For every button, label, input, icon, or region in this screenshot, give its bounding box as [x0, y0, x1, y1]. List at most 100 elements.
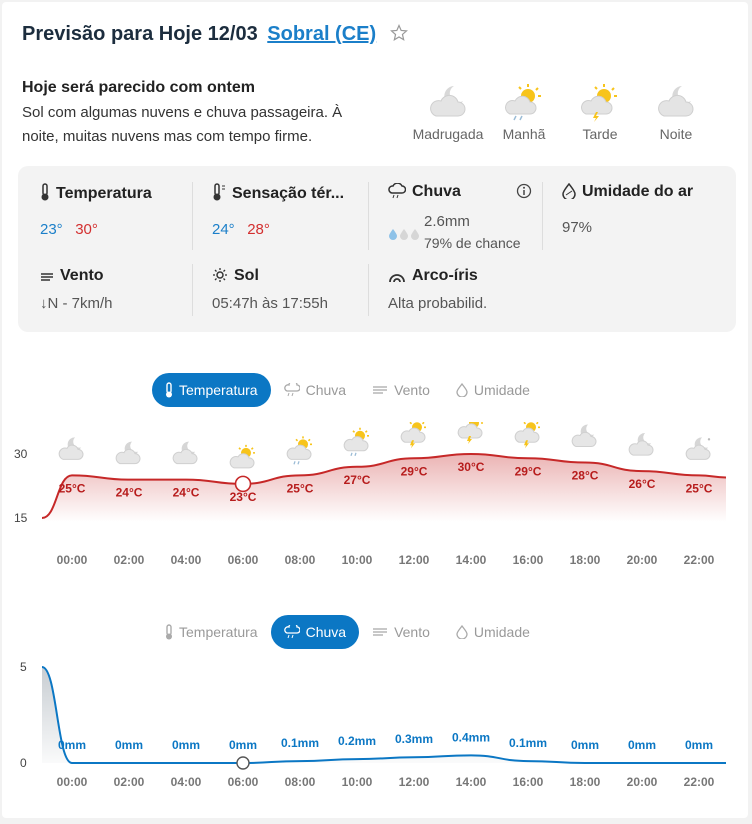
sun-icon [213, 268, 227, 282]
detail-label: Temperatura [56, 185, 152, 202]
rain-chart[interactable]: 5 0 0mm 00:00 0mm 02:00 0mm 04:00 0mm 06:00 0.1mm 0… [2, 652, 748, 802]
rain-amount: 2.6mm [424, 213, 470, 230]
temperature-label: 29°C [515, 464, 542, 478]
x-tick-label: 00:00 [57, 553, 88, 567]
sun-value: 05:47h às 17:55h [212, 295, 328, 312]
temperature-label: 25°C [287, 481, 314, 495]
info-icon[interactable] [516, 183, 532, 204]
tab-temperature[interactable]: Temperatura [152, 373, 271, 407]
thermometer-icon [41, 183, 49, 201]
detail-label: Arco-íris [412, 267, 478, 284]
x-tick-label: 14:00 [456, 553, 487, 567]
period-label: Tarde [582, 126, 618, 142]
feels-max: 28° [247, 221, 270, 238]
x-tick-label: 18:00 [570, 553, 601, 567]
x-tick-label: 10:00 [342, 553, 373, 567]
temperature-chart[interactable]: 30 15 25°C 00:00 24°C 02:00 24°C 04:00 23°C 06:00… [2, 422, 748, 582]
period-label: Manhã [502, 126, 546, 142]
y-tick-label: 5 [20, 660, 27, 674]
detail-label: Vento [60, 267, 104, 284]
moon-cloud-icon [571, 424, 597, 448]
x-tick-label: 20:00 [627, 553, 658, 567]
moon-cloud-icon [430, 86, 466, 117]
moon-cloud-icon [58, 437, 84, 460]
temperature-label: 30°C [458, 460, 485, 474]
detail-label: Chuva [412, 183, 461, 200]
x-tick-label: 16:00 [513, 553, 544, 567]
rain-label: 0.2mm [338, 734, 376, 748]
tab-label: Umidade [473, 624, 530, 640]
rain-point [236, 756, 250, 770]
x-tick-label: 12:00 [399, 775, 430, 789]
rain-area [42, 667, 726, 763]
humidity-icon [562, 182, 576, 201]
x-tick-label: 20:00 [627, 775, 658, 789]
tab-wind[interactable]: Vento [359, 373, 443, 407]
detail-humidity: Umidade do ar 97% [562, 182, 693, 236]
humidity-icon [456, 625, 468, 639]
tab-humidity[interactable]: Umidade [443, 373, 543, 407]
tab-label: Chuva [305, 624, 347, 640]
x-tick-label: 06:00 [228, 553, 259, 567]
rain-label: 0.1mm [281, 736, 319, 750]
sun-cloud-rain-icon [505, 84, 541, 121]
tab-temperature[interactable]: Temperatura [152, 615, 271, 649]
tab-label: Chuva [305, 382, 347, 398]
tab-wind[interactable]: Vento [359, 615, 443, 649]
x-tick-label: 06:00 [228, 775, 259, 789]
temp-min: 23° [40, 221, 63, 238]
rain-line [41, 666, 726, 764]
city-link[interactable]: Sobral (CE) [267, 23, 377, 45]
x-tick-label: 02:00 [114, 553, 145, 567]
divider [368, 182, 369, 250]
moon-cloud-icon [172, 441, 198, 465]
humidity-value: 97% [562, 219, 593, 236]
wind-icon [373, 628, 388, 636]
wind-icon [373, 386, 388, 394]
y-tick-label: 0 [20, 756, 27, 770]
x-tick-label: 18:00 [570, 775, 601, 789]
moon-cloud-icon [628, 433, 654, 456]
detail-wind: Vento ↓N - 7km/h [40, 267, 113, 312]
star-icon[interactable] [389, 24, 408, 48]
rain-label: 0.3mm [395, 732, 433, 746]
sun-cloud-storm-icon [581, 84, 617, 122]
detail-feels-like: Sensação tér... 24° 28° [212, 183, 344, 238]
tab-rain[interactable]: Chuva [271, 373, 359, 407]
temperature-line [41, 452, 727, 519]
temperature-label: 24°C [116, 486, 143, 500]
detail-rainbow: Arco-íris Alta probabilid. [388, 267, 487, 312]
x-tick-label: 12:00 [399, 553, 430, 567]
x-tick-label: 04:00 [171, 553, 202, 567]
moon-stars-cloud-icon [685, 437, 711, 460]
x-tick-label: 16:00 [513, 775, 544, 789]
page-title: Previsão para Hoje 12/03 Sobral (CE) [22, 23, 408, 48]
y-tick-label: 15 [14, 511, 28, 525]
chart-tabs-rain: Temperatura Chuva Vento Umidade [152, 615, 543, 649]
rainbow-value: Alta probabilid. [388, 295, 488, 312]
tab-label: Umidade [473, 382, 530, 398]
tab-humidity[interactable]: Umidade [443, 615, 543, 649]
temperature-label: 25°C [59, 481, 86, 495]
summary-text: Sol com algumas nuvens e chuva passageir… [22, 104, 343, 145]
period-tarde: Tarde [560, 82, 640, 142]
detail-rain: Chuva 2.6mm 79% de chance [388, 182, 532, 251]
rain-label: 0mm [115, 738, 143, 752]
rain-label: 0.4mm [452, 730, 490, 744]
rain-label: 0.1mm [509, 736, 547, 750]
divider [368, 264, 369, 316]
tab-label: Temperatura [179, 382, 258, 398]
sun-cloud-storm-icon [457, 422, 483, 444]
rain-label: 0mm [229, 738, 257, 752]
wind-icon [41, 273, 53, 281]
tab-rain[interactable]: Chuva [270, 615, 360, 649]
period-madrugada: Madrugada [408, 82, 488, 142]
period-noite: Noite [636, 82, 716, 142]
moon-cloud-icon [115, 441, 141, 465]
x-tick-label: 22:00 [684, 553, 715, 567]
thermometer-feels-icon [213, 183, 225, 201]
temperature-label: 27°C [344, 473, 371, 487]
detail-temperature: Temperatura 23° 30° [40, 183, 152, 238]
title-text: Previsão para Hoje 12/03 [22, 23, 258, 45]
wind-value: ↓N - 7km/h [40, 295, 113, 312]
